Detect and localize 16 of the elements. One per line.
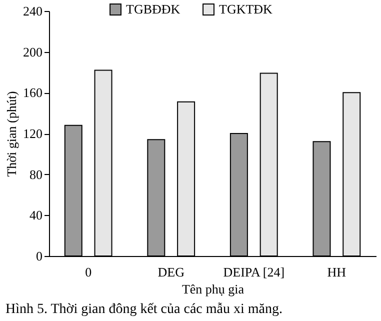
legend-label: TGBĐĐK (126, 2, 181, 17)
y-tick-label: 200 (23, 44, 42, 60)
x-tick-label: HH (327, 264, 346, 280)
x-tick-label: DEG (158, 264, 184, 280)
x-axis-title: Tên phụ gia (182, 282, 244, 296)
y-tick-label: 80 (30, 166, 42, 182)
x-tick-label: DEIPA [24] (223, 264, 285, 280)
y-axis-title: Thời gian (phút) (4, 91, 19, 177)
y-tick-label: 120 (23, 126, 42, 141)
y-tick-label: 160 (23, 85, 42, 100)
y-tick-label: 240 (23, 4, 42, 18)
text: Hình 5. Thời gian đông kết của các mẫu xi măng. (6, 302, 282, 317)
y-tick-label: 40 (30, 208, 42, 223)
x-tick-label: 0 (85, 264, 92, 280)
legend-label: TGKTĐK (219, 2, 274, 17)
y-tick-label: 0 (36, 248, 42, 264)
